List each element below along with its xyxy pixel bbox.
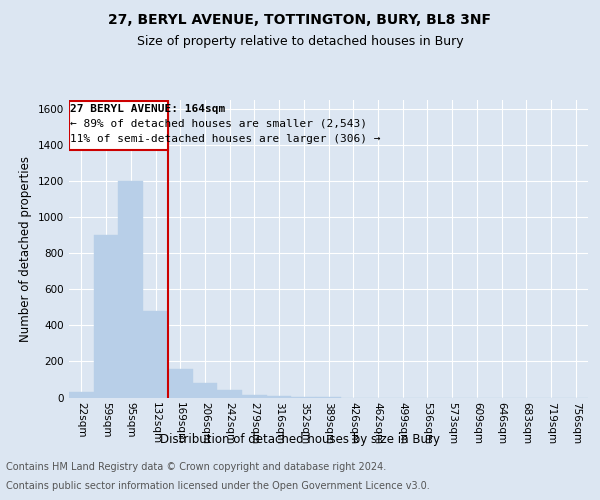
Text: 27 BERYL AVENUE: 164sqm: 27 BERYL AVENUE: 164sqm [70, 104, 226, 114]
Bar [69, 392, 94, 398]
Bar [143, 311, 168, 398]
Text: Contains public sector information licensed under the Open Government Licence v3: Contains public sector information licen… [6, 481, 430, 491]
Text: 27, BERYL AVENUE, TOTTINGTON, BURY, BL8 3NF: 27, BERYL AVENUE, TOTTINGTON, BURY, BL8 … [109, 12, 491, 26]
Text: Size of property relative to detached houses in Bury: Size of property relative to detached ho… [137, 35, 463, 48]
Text: ← 89% of detached houses are smaller (2,543): ← 89% of detached houses are smaller (2,… [70, 119, 367, 129]
Bar [193, 383, 217, 398]
FancyBboxPatch shape [69, 102, 168, 150]
Text: Contains HM Land Registry data © Crown copyright and database right 2024.: Contains HM Land Registry data © Crown c… [6, 462, 386, 472]
Y-axis label: Number of detached properties: Number of detached properties [19, 156, 32, 342]
Bar [168, 368, 193, 398]
Bar [242, 396, 267, 398]
Bar [118, 181, 143, 398]
Bar [267, 396, 292, 398]
Text: Distribution of detached houses by size in Bury: Distribution of detached houses by size … [160, 432, 440, 446]
Text: 11% of semi-detached houses are larger (306) →: 11% of semi-detached houses are larger (… [70, 134, 381, 143]
Bar [94, 235, 118, 398]
Bar [217, 390, 242, 398]
